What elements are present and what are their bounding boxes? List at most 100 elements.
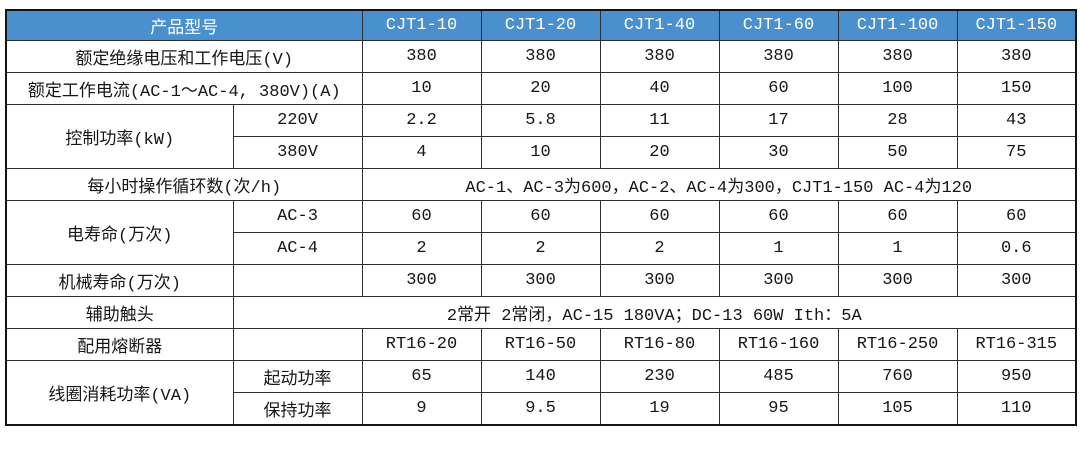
value-cell: 40 xyxy=(599,72,720,105)
product-model-header: 产品型号 xyxy=(5,9,363,41)
rated-current-row: 额定工作电流(AC-1～AC-4, 380V)(A) 10 20 40 60 1… xyxy=(5,72,1077,105)
value-cell: 2 xyxy=(361,232,482,265)
col-header-cjt1-60: CJT1-60 xyxy=(718,9,839,41)
value-cell: 19 xyxy=(599,392,720,426)
value-cell: 0.6 xyxy=(956,232,1077,265)
control-power-380v-row: 380V 4 10 20 30 50 75 xyxy=(6,136,1077,169)
col-header-cjt1-10: CJT1-10 xyxy=(361,9,482,41)
value-cell: 17 xyxy=(718,104,839,137)
value-cell: 9.5 xyxy=(480,392,601,426)
value-cell: 2 xyxy=(480,232,601,265)
value-cell: RT16-250 xyxy=(837,328,958,361)
sub-label-ac3: AC-3 xyxy=(232,200,363,233)
value-cell: 2 xyxy=(599,232,720,265)
value-cell: 95 xyxy=(718,392,839,426)
value-cell: 380 xyxy=(361,40,482,73)
value-cell: 60 xyxy=(361,200,482,233)
value-cell: 1 xyxy=(718,232,839,265)
value-cell: 60 xyxy=(480,200,601,233)
empty-cell xyxy=(232,264,363,297)
value-cell: 140 xyxy=(480,360,601,393)
value-cell: 105 xyxy=(837,392,958,426)
electrical-life-ac3-row: 电寿命(万次) AC-3 60 60 60 60 60 60 xyxy=(5,200,1077,265)
value-cell: 380 xyxy=(718,40,839,73)
value-cell: 300 xyxy=(599,264,720,297)
value-cell: 300 xyxy=(361,264,482,297)
value-cell: 10 xyxy=(361,72,482,105)
value-cell: 60 xyxy=(599,200,720,233)
electrical-life-ac4-row: AC-4 2 2 2 1 1 0.6 xyxy=(6,232,1077,265)
auxiliary-contacts-row: 辅助触头 2常开 2常闭，AC-15 180VA；DC-13 60W Ith：5… xyxy=(5,296,1077,329)
col-header-cjt1-40: CJT1-40 xyxy=(599,9,720,41)
value-cell: 5.8 xyxy=(480,104,601,137)
auxiliary-contacts-value: 2常开 2常闭，AC-15 180VA；DC-13 60W Ith：5A xyxy=(232,296,1077,329)
value-cell: 380 xyxy=(480,40,601,73)
coil-power-label: 线圈消耗功率(VA) xyxy=(5,360,234,426)
value-cell: RT16-50 xyxy=(480,328,601,361)
mechanical-life-row: 机械寿命(万次) 300 300 300 300 300 300 xyxy=(5,264,1077,297)
sub-label-starting-power: 起动功率 xyxy=(232,360,363,393)
coil-power-holding-row: 保持功率 9 9.5 19 95 105 110 xyxy=(6,392,1077,426)
value-cell: 10 xyxy=(480,136,601,169)
col-header-cjt1-150: CJT1-150 xyxy=(956,9,1077,41)
value-cell: 230 xyxy=(599,360,720,393)
empty-cell xyxy=(232,328,363,361)
value-cell: RT16-160 xyxy=(718,328,839,361)
value-cell: 300 xyxy=(718,264,839,297)
value-cell: 380 xyxy=(956,40,1077,73)
value-cell: 75 xyxy=(956,136,1077,169)
value-cell: 110 xyxy=(956,392,1077,426)
value-cell: 28 xyxy=(837,104,958,137)
value-cell: 1 xyxy=(837,232,958,265)
rated-voltage-row: 额定绝缘电压和工作电压(V) 380 380 380 380 380 380 xyxy=(5,40,1077,73)
value-cell: 30 xyxy=(718,136,839,169)
value-cell: 380 xyxy=(599,40,720,73)
control-power-220v-row: 控制功率(kW) 220V 2.2 5.8 11 17 28 43 xyxy=(5,104,1077,169)
value-cell: RT16-20 xyxy=(361,328,482,361)
value-cell: 50 xyxy=(837,136,958,169)
value-cell: 9 xyxy=(361,392,482,426)
rated-voltage-label: 额定绝缘电压和工作电压(V) xyxy=(5,40,363,73)
sub-label-220v: 220V xyxy=(232,104,363,137)
value-cell: 100 xyxy=(837,72,958,105)
value-cell: 11 xyxy=(599,104,720,137)
operations-per-hour-row: 每小时操作循环数(次/h) AC-1、AC-3为600，AC-2、AC-4为30… xyxy=(5,168,1077,201)
control-power-label: 控制功率(kW) xyxy=(5,104,234,169)
value-cell: 60 xyxy=(837,200,958,233)
auxiliary-contacts-label: 辅助触头 xyxy=(5,296,234,329)
header-row: 产品型号 CJT1-10 CJT1-20 CJT1-40 CJT1-60 CJT… xyxy=(5,9,1077,41)
value-cell: 150 xyxy=(956,72,1077,105)
value-cell: 60 xyxy=(718,72,839,105)
value-cell: 300 xyxy=(956,264,1077,297)
sub-label-380v: 380V xyxy=(232,136,363,169)
fuse-label: 配用熔断器 xyxy=(5,328,234,361)
operations-per-hour-label: 每小时操作循环数(次/h) xyxy=(5,168,363,201)
value-cell: 760 xyxy=(837,360,958,393)
value-cell: 950 xyxy=(956,360,1077,393)
coil-power-starting-row: 线圈消耗功率(VA) 起动功率 65 140 230 485 760 950 xyxy=(5,360,1077,426)
value-cell: RT16-80 xyxy=(599,328,720,361)
operations-per-hour-value: AC-1、AC-3为600，AC-2、AC-4为300，CJT1-150 AC-… xyxy=(361,168,1077,201)
value-cell: 43 xyxy=(956,104,1077,137)
value-cell: 380 xyxy=(837,40,958,73)
col-header-cjt1-100: CJT1-100 xyxy=(837,9,958,41)
value-cell: 300 xyxy=(480,264,601,297)
value-cell: 20 xyxy=(480,72,601,105)
value-cell: 60 xyxy=(956,200,1077,233)
value-cell: 485 xyxy=(718,360,839,393)
value-cell: 2.2 xyxy=(361,104,482,137)
value-cell: 300 xyxy=(837,264,958,297)
value-cell: 20 xyxy=(599,136,720,169)
rated-current-label: 额定工作电流(AC-1～AC-4, 380V)(A) xyxy=(5,72,363,105)
value-cell: 4 xyxy=(361,136,482,169)
value-cell: 65 xyxy=(361,360,482,393)
mechanical-life-label: 机械寿命(万次) xyxy=(5,264,234,297)
col-header-cjt1-20: CJT1-20 xyxy=(480,9,601,41)
fuse-row: 配用熔断器 RT16-20 RT16-50 RT16-80 RT16-160 R… xyxy=(5,328,1077,361)
value-cell: 60 xyxy=(718,200,839,233)
sub-label-holding-power: 保持功率 xyxy=(232,392,363,426)
sub-label-ac4: AC-4 xyxy=(232,232,363,265)
contactor-spec-table: 产品型号 CJT1-10 CJT1-20 CJT1-40 CJT1-60 CJT… xyxy=(5,9,1077,426)
value-cell: RT16-315 xyxy=(956,328,1077,361)
